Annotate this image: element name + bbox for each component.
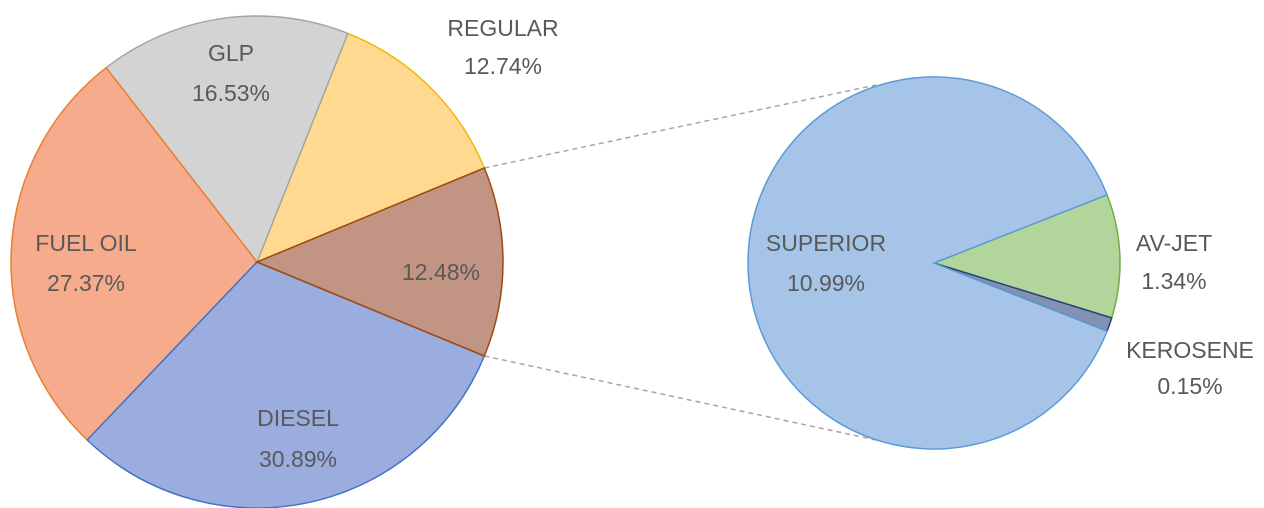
- slice-category-label: REGULAR: [447, 15, 558, 41]
- secondary-category-label: KEROSENE: [1126, 337, 1254, 363]
- secondary-value-label: 1.34%: [1141, 268, 1206, 294]
- pie-slice: [255, 167, 504, 357]
- pie-slice: [255, 32, 486, 264]
- slice-value-label: 30.89%: [259, 446, 337, 472]
- pie-slice: [86, 261, 486, 508]
- slice-value-label: 16.53%: [192, 80, 270, 106]
- secondary-pie-slice: [931, 193, 1121, 319]
- pie-slice: [105, 15, 349, 264]
- connector-line: [484, 355, 877, 441]
- secondary-value-label: 0.15%: [1157, 373, 1222, 399]
- secondary-category-label: AV-JET: [1136, 230, 1212, 256]
- connector-lines: [484, 84, 877, 441]
- secondary-category-label: SUPERIOR: [766, 230, 886, 256]
- slice-category-label: GLP: [208, 40, 254, 66]
- slice-value-label: 12.74%: [464, 53, 542, 79]
- slice-category-label: DIESEL: [257, 405, 339, 431]
- slice-value-label: 12.48%: [402, 259, 480, 285]
- secondary-value-label: 10.99%: [787, 270, 865, 296]
- slice-category-label: FUEL OIL: [35, 230, 137, 256]
- secondary-pie-slice: [747, 76, 1109, 450]
- pie-slice: [10, 66, 258, 442]
- slice-value-label: 27.37%: [47, 270, 125, 296]
- connector-line: [484, 84, 877, 169]
